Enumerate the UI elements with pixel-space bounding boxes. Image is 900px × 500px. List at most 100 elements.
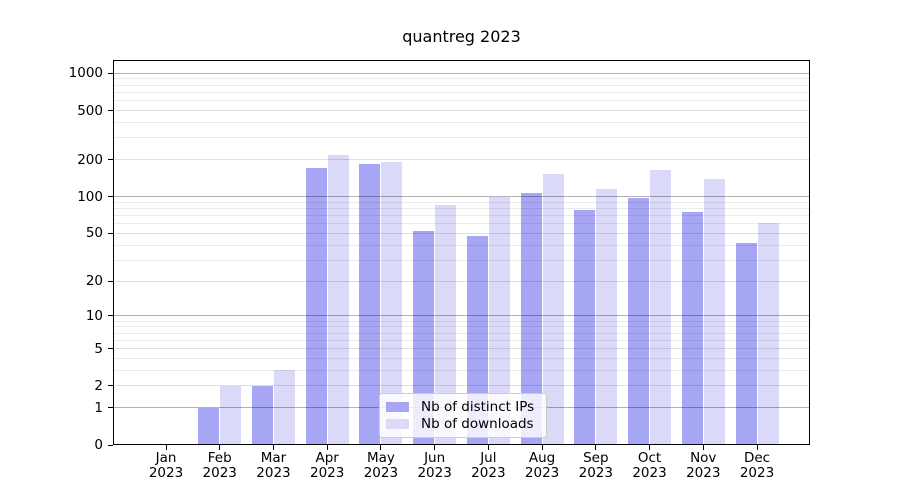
y-tick-label: 1000 (68, 65, 103, 82)
bar-downloads (596, 188, 618, 445)
legend-item-distinct-ips: Nb of distinct IPs (386, 399, 538, 415)
x-tick-year: 2023 (632, 465, 667, 481)
gridline (113, 332, 810, 334)
x-tick-month: Jun (424, 450, 446, 466)
gridline (113, 110, 810, 111)
y-tick-label: 100 (77, 188, 103, 205)
x-tick-mark (756, 445, 758, 450)
gridline (113, 72, 810, 74)
bar-distinct-ips (413, 231, 435, 445)
x-tick-year: 2023 (739, 465, 775, 481)
gridline (113, 121, 810, 123)
y-tick-mark (108, 348, 113, 350)
x-tick-label: Feb 2023 (190, 451, 250, 481)
x-tick-year: 2023 (256, 465, 291, 481)
x-tick-year: 2023 (686, 465, 721, 481)
legend-label-distinct-ips: Nb of distinct IPs (421, 399, 535, 415)
gridline (113, 369, 810, 371)
x-tick-label: Sep 2023 (566, 451, 626, 481)
x-tick-label: Nov 2023 (673, 451, 733, 481)
legend-swatch-distinct-ips-icon (386, 402, 409, 412)
x-tick-month: Mar (260, 450, 287, 466)
y-tick-label: 0 (94, 437, 103, 453)
x-tick-label: Dec 2023 (727, 451, 787, 481)
plot-area (113, 60, 810, 445)
bar-distinct-ips (628, 198, 650, 445)
x-tick-mark (434, 445, 436, 450)
bar-downloads (650, 169, 672, 445)
x-tick-label: Mar 2023 (243, 451, 303, 481)
bar-distinct-ips (735, 242, 757, 445)
gridline (113, 348, 810, 350)
y-tick-mark (108, 280, 113, 282)
gridline (113, 223, 810, 225)
x-tick-month: Apr (315, 450, 339, 466)
x-tick-year: 2023 (578, 465, 613, 481)
legend-swatch-downloads-icon (386, 419, 409, 429)
x-tick-year: 2023 (417, 465, 452, 481)
bar-downloads (757, 222, 779, 445)
bar-downloads (435, 205, 457, 445)
bar-distinct-ips (681, 211, 703, 445)
y-tick-mark (108, 315, 113, 317)
y-tick-mark (108, 110, 113, 111)
y-tick-label: 1 (94, 399, 103, 416)
chart-title: quantreg 2023 (402, 27, 521, 46)
y-tick-label: 50 (85, 225, 103, 242)
x-tick-month: Nov (690, 450, 717, 466)
x-tick-label: May 2023 (351, 451, 411, 481)
x-tick-mark (326, 445, 328, 450)
x-tick-label: Aug 2023 (512, 451, 572, 481)
bar-distinct-ips (198, 407, 220, 445)
gridline (113, 159, 810, 161)
y-tick-mark (108, 385, 113, 387)
bar-downloads (703, 179, 725, 445)
x-tick-mark (649, 445, 651, 450)
y-tick-mark (108, 232, 113, 234)
bar-distinct-ips (574, 209, 596, 445)
y-tick-mark (108, 407, 113, 409)
legend-item-downloads: Nb of downloads (386, 416, 538, 432)
x-tick-label: Oct 2023 (620, 451, 680, 481)
x-tick-mark (272, 445, 274, 450)
gridline (113, 259, 810, 261)
gridline (113, 280, 810, 282)
x-tick-mark (702, 445, 704, 450)
gridline (113, 137, 810, 139)
gridline (113, 78, 810, 80)
x-tick-month: Jul (480, 450, 497, 466)
x-tick-year: 2023 (309, 465, 345, 481)
x-tick-mark (380, 445, 382, 450)
bar-downloads (273, 370, 295, 445)
x-tick-mark (595, 445, 597, 450)
gridline (113, 326, 810, 328)
gridline (113, 385, 810, 387)
legend: Nb of distinct IPs Nb of downloads (379, 393, 547, 438)
x-tick-month: Jan (155, 450, 177, 466)
gridline (113, 84, 810, 86)
bar-distinct-ips (520, 193, 542, 445)
gridline (113, 201, 810, 203)
gridline (113, 208, 810, 210)
bar-downloads (220, 385, 242, 445)
x-tick-label: Jul 2023 (458, 451, 518, 481)
x-tick-year: 2023 (471, 465, 506, 481)
bar-downloads (327, 154, 349, 445)
x-tick-year: 2023 (524, 465, 560, 481)
y-tick-label: 10 (85, 307, 103, 324)
bar-downloads (488, 196, 510, 445)
bar-downloads (542, 173, 564, 445)
gridline (113, 357, 810, 359)
bar-distinct-ips (305, 167, 327, 445)
bar-downloads (381, 161, 403, 445)
gridline (113, 339, 810, 341)
gridline (113, 315, 810, 317)
y-tick-label: 20 (85, 273, 103, 290)
y-tick-mark (108, 72, 113, 74)
bar-distinct-ips (359, 163, 381, 445)
y-tick-mark (108, 159, 113, 161)
x-tick-label: Apr 2023 (297, 451, 357, 481)
y-tick-mark (108, 444, 113, 446)
y-tick-label: 5 (94, 340, 103, 357)
